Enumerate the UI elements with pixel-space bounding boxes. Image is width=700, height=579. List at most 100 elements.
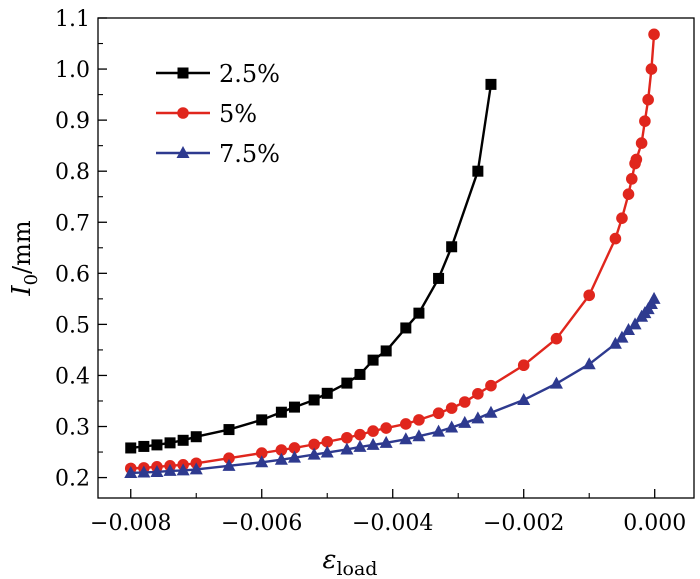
series-circle <box>124 28 660 475</box>
data-point-triangle <box>549 376 563 389</box>
data-point-circle <box>645 63 658 75</box>
data-point-circle <box>255 447 268 459</box>
data-point-square <box>380 345 392 357</box>
data-point-triangle <box>445 420 459 433</box>
data-point-square <box>177 67 189 79</box>
data-point-square <box>400 322 412 334</box>
data-point-triangle <box>287 450 301 463</box>
data-point-square <box>256 414 268 426</box>
data-point-square <box>125 442 137 454</box>
data-point-circle <box>308 438 320 451</box>
y-axis-symbol: I <box>7 285 37 297</box>
data-point-triangle <box>582 357 596 370</box>
y-axis-subscript: 0 <box>21 274 42 285</box>
data-point-square <box>367 354 379 366</box>
data-point-circle <box>622 188 635 200</box>
data-point-circle <box>367 425 379 437</box>
data-point-triangle <box>176 146 190 158</box>
series-line <box>130 84 493 450</box>
data-point-triangle <box>307 447 321 460</box>
data-point-circle <box>485 379 497 392</box>
x-axis-title: εload <box>323 545 378 579</box>
data-point-circle <box>517 359 530 372</box>
data-point-square <box>321 387 333 399</box>
data-point-square <box>164 437 176 449</box>
data-point-circle <box>550 332 563 345</box>
y-tick-label: 0.6 <box>55 262 90 287</box>
y-tick-label: 0.4 <box>55 364 90 389</box>
data-point-square <box>151 439 163 451</box>
data-point-triangle <box>150 464 164 477</box>
data-point-triangle <box>412 429 426 442</box>
data-point-square <box>288 401 300 413</box>
data-point-triangle <box>517 392 531 405</box>
series-layer <box>124 28 661 478</box>
data-point-triangle <box>628 317 642 330</box>
data-point-square <box>177 434 189 446</box>
data-point-circle <box>609 232 622 245</box>
y-axis-title: I0/mm <box>7 220 42 297</box>
data-point-circle <box>642 93 654 106</box>
x-tick-label: −0.004 <box>352 511 433 536</box>
data-point-triangle <box>366 437 380 450</box>
y-tick-label: 0.7 <box>55 211 90 236</box>
data-point-circle <box>400 418 412 430</box>
data-point-triangle <box>137 465 151 478</box>
data-point-circle <box>413 414 425 426</box>
data-point-circle <box>177 107 189 119</box>
series-line <box>130 34 656 470</box>
data-point-circle <box>445 402 458 414</box>
x-tick-label: −0.006 <box>221 511 302 536</box>
data-point-square <box>354 368 366 380</box>
y-tick-label: 0.8 <box>55 160 90 185</box>
data-point-square <box>433 272 445 284</box>
data-point-triangle <box>163 463 177 476</box>
data-point-circle <box>380 422 392 434</box>
data-point-triangle <box>458 415 472 428</box>
data-point-circle <box>648 28 660 41</box>
data-point-square <box>138 440 150 452</box>
data-point-triangle <box>222 458 236 471</box>
data-point-circle <box>288 442 301 454</box>
data-point-circle <box>639 115 651 127</box>
data-point-circle <box>341 431 353 444</box>
legend: 2.5% 5% 7.5% <box>156 60 280 168</box>
x-tick-label: −0.002 <box>483 511 564 536</box>
series-triangle <box>124 291 661 478</box>
data-point-circle <box>223 452 235 464</box>
series-line <box>130 298 656 475</box>
legend-item: 5% <box>156 100 257 128</box>
data-point-circle <box>472 388 484 400</box>
data-point-triangle <box>320 445 334 458</box>
data-point-square <box>413 307 425 319</box>
data-point-square <box>472 165 484 177</box>
y-tick-label: 0.3 <box>55 416 90 441</box>
data-point-square <box>223 424 235 436</box>
y-tick-label: 0.9 <box>55 109 90 134</box>
data-point-triangle <box>399 432 413 445</box>
y-tick-label: 1.0 <box>55 58 90 83</box>
y-tick-label: 0.5 <box>55 313 90 338</box>
data-point-triangle <box>255 455 269 468</box>
y-axis-unit: /mm <box>8 220 36 274</box>
plot-frame <box>97 17 695 499</box>
data-point-triangle <box>471 411 485 424</box>
x-axis-symbol: ε <box>323 545 337 575</box>
data-point-triangle <box>353 439 367 452</box>
data-point-circle <box>630 153 643 166</box>
y-tick-label: 1.1 <box>55 7 90 32</box>
legend-label: 5% <box>219 100 257 128</box>
data-point-circle <box>432 407 445 420</box>
data-point-triangle <box>608 336 622 349</box>
y-tick-label: 0.2 <box>55 467 90 492</box>
data-point-triangle <box>647 291 661 304</box>
data-point-triangle <box>274 452 288 465</box>
data-point-circle <box>635 137 648 149</box>
data-point-triangle <box>484 405 498 418</box>
data-point-circle <box>583 289 596 302</box>
data-point-square <box>341 377 353 389</box>
data-point-triangle <box>622 323 636 335</box>
data-point-triangle <box>189 462 203 475</box>
x-tick-label: −0.008 <box>90 511 171 536</box>
